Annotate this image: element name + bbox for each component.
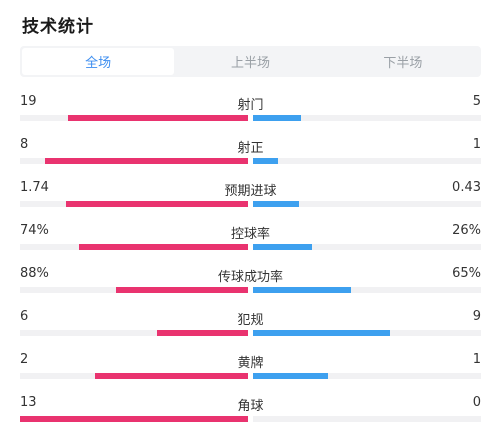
stat-bar	[20, 244, 481, 250]
stat-label: 传球成功率	[217, 270, 283, 285]
stat-row: 6 犯规 9	[20, 303, 481, 346]
stat-label: 角球	[237, 399, 264, 414]
home-bar	[116, 287, 248, 293]
away-value: 26%	[452, 223, 481, 238]
home-value: 88%	[20, 266, 49, 281]
tab-first-half[interactable]: 上半场	[230, 56, 270, 71]
away-track	[253, 244, 481, 250]
home-value: 6	[20, 309, 29, 324]
away-track	[253, 287, 481, 293]
home-bar	[20, 416, 248, 422]
away-track	[253, 373, 481, 379]
home-value: 8	[20, 137, 29, 152]
away-value: 65%	[452, 266, 481, 281]
away-track	[253, 416, 481, 422]
tab-full-match[interactable]: 全场	[22, 48, 175, 75]
stat-label: 射正	[237, 141, 264, 156]
home-value: 19	[20, 94, 37, 109]
stat-row: 19 射门 5	[20, 88, 481, 131]
away-bar	[253, 373, 328, 379]
away-bar	[253, 115, 301, 121]
stat-row: 2 黄牌 1	[20, 346, 481, 389]
away-track	[253, 201, 481, 207]
home-bar	[95, 373, 248, 379]
away-bar	[253, 330, 390, 336]
away-track	[253, 115, 481, 121]
home-bar	[66, 201, 248, 207]
home-value: 2	[20, 352, 29, 367]
stat-label: 射门	[237, 98, 264, 113]
away-value: 9	[472, 309, 481, 324]
stat-bar	[20, 201, 481, 207]
stat-label: 控球率	[230, 227, 270, 242]
home-value: 74%	[20, 223, 49, 238]
stat-label: 预期进球	[224, 184, 277, 199]
stat-label: 犯规	[237, 313, 264, 328]
away-bar	[253, 201, 299, 207]
tab-second-half[interactable]: 下半场	[383, 56, 423, 71]
home-track	[20, 330, 248, 336]
stat-row: 1.74 预期进球 0.43	[20, 174, 481, 217]
stat-row: 88% 传球成功率 65%	[20, 260, 481, 303]
away-bar	[253, 158, 278, 164]
stat-bar	[20, 115, 481, 121]
stats-list: 19 射门 5 8 射正 1 1.74 预期进球 0.43 74% 控球率 26% 88% 传球成功率 65…	[20, 88, 481, 432]
stat-bar	[20, 330, 481, 336]
home-bar	[45, 158, 248, 164]
home-bar	[68, 115, 248, 121]
home-bar	[79, 244, 248, 250]
stat-label: 黄牌	[237, 356, 264, 371]
home-bar	[157, 330, 248, 336]
away-value: 1	[472, 352, 481, 367]
stat-row: 13 角球 0	[20, 389, 481, 432]
stat-bar	[20, 373, 481, 379]
stat-bar	[20, 158, 481, 164]
away-value: 0	[472, 395, 481, 410]
stat-bar	[20, 287, 481, 293]
stat-bar	[20, 416, 481, 422]
stat-row: 8 射正 1	[20, 131, 481, 174]
away-value: 1	[472, 137, 481, 152]
home-value: 13	[20, 395, 37, 410]
away-bar	[253, 287, 351, 293]
page-title: 技术统计	[22, 17, 94, 37]
home-value: 1.74	[20, 180, 49, 195]
away-track	[253, 158, 481, 164]
period-tabs: 全场 上半场 下半场	[20, 46, 481, 77]
stat-row: 74% 控球率 26%	[20, 217, 481, 260]
away-value: 5	[472, 94, 481, 109]
away-value: 0.43	[452, 180, 481, 195]
away-bar	[253, 244, 312, 250]
